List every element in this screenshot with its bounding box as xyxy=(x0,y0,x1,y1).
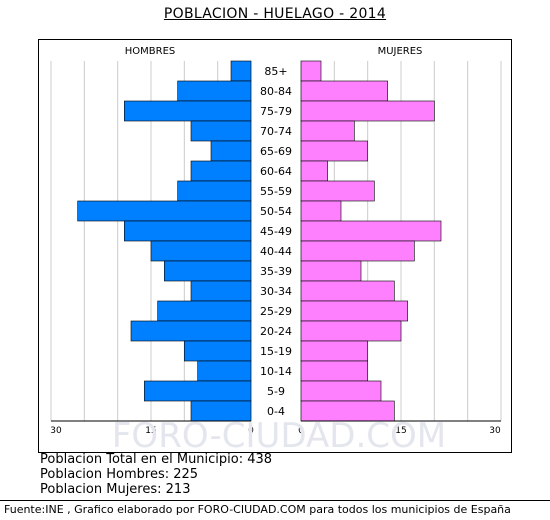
bar-mujeres xyxy=(300,320,402,342)
stat-total: Poblacion Total en el Municipio: 438 xyxy=(40,452,273,467)
x-tick-label-right: 15 xyxy=(395,426,406,436)
bar-mujeres xyxy=(300,140,368,162)
category-label: 10-14 xyxy=(260,365,292,378)
stat-mujeres: Poblacion Mujeres: 213 xyxy=(40,482,191,497)
axes: 30 15 0 0 15 30 xyxy=(50,420,501,436)
bar-mujeres xyxy=(300,340,368,362)
bar-hombres xyxy=(210,140,252,162)
bar-mujeres xyxy=(300,120,355,142)
stat-hombres: Poblacion Hombres: 225 xyxy=(40,467,199,482)
bar-hombres xyxy=(190,160,252,182)
category-label: 45-49 xyxy=(260,225,292,238)
bar-hombres xyxy=(144,380,252,402)
category-label: 70-74 xyxy=(260,125,292,138)
bar-hombres xyxy=(190,280,252,302)
legend-mujeres: MUJERES xyxy=(378,46,423,57)
bar-mujeres xyxy=(300,280,395,302)
category-label: 20-24 xyxy=(260,325,292,338)
bar-hombres xyxy=(177,80,252,102)
bar-mujeres xyxy=(300,220,442,242)
bar-mujeres xyxy=(300,100,435,122)
category-label: 30-34 xyxy=(260,285,292,298)
bar-hombres xyxy=(130,320,252,342)
category-label: 15-19 xyxy=(260,345,292,358)
category-label: 50-54 xyxy=(260,205,292,218)
bar-hombres xyxy=(190,120,252,142)
bar-mujeres xyxy=(300,200,342,222)
footer-divider xyxy=(0,500,550,501)
category-label: 60-64 xyxy=(260,165,292,178)
bar-mujeres xyxy=(300,160,328,182)
category-label: 0-4 xyxy=(267,405,285,418)
category-label: 55-59 xyxy=(260,185,292,198)
population-stats: Poblacion Total en el Municipio: 438 Pob… xyxy=(40,452,272,497)
bar-mujeres xyxy=(300,260,362,282)
x-tick-label-left: 0 xyxy=(248,426,254,436)
bar-mujeres xyxy=(300,80,388,102)
category-label: 75-79 xyxy=(260,105,292,118)
legend-hombres: HOMBRES xyxy=(125,46,176,57)
x-tick-label-left: 30 xyxy=(50,426,62,436)
bar-mujeres xyxy=(300,240,415,262)
bar-hombres xyxy=(164,260,252,282)
category-label: 80-84 xyxy=(260,85,292,98)
chart-panel: 85+ 80-84 75-79 70-74 65-69 60-64 55-59 50-54 45… xyxy=(38,39,512,453)
category-label: 5-9 xyxy=(267,385,285,398)
bar-mujeres xyxy=(300,180,375,202)
bar-hombres xyxy=(77,200,252,222)
footer-source: Fuente:INE , Grafico elaborado por FORO-… xyxy=(4,503,511,516)
bar-mujeres xyxy=(300,300,408,322)
category-labels: 85+ 80-84 75-79 70-74 65-69 60-64 55-59 50-54 45… xyxy=(260,65,292,418)
category-label: 25-29 xyxy=(260,305,292,318)
x-tick-label-right: 0 xyxy=(298,426,304,436)
category-label: 40-44 xyxy=(260,245,292,258)
category-label: 65-69 xyxy=(260,145,292,158)
population-pyramid-chart: 85+ 80-84 75-79 70-74 65-69 60-64 55-59 50-54 45… xyxy=(50,46,502,452)
bars xyxy=(77,60,442,422)
x-tick-label-left: 15 xyxy=(145,426,156,436)
bar-hombres xyxy=(124,100,252,122)
bar-hombres xyxy=(230,60,252,82)
category-label: 85+ xyxy=(264,65,287,78)
watermark: FORO-CIUDAD.COM xyxy=(112,416,446,452)
bar-hombres xyxy=(177,180,252,202)
bar-hombres xyxy=(184,340,252,362)
bar-mujeres xyxy=(300,360,368,382)
bar-mujeres xyxy=(300,380,382,402)
category-label: 35-39 xyxy=(260,265,292,278)
bar-hombres xyxy=(157,300,252,322)
bar-hombres xyxy=(124,220,252,242)
bar-hombres xyxy=(197,360,252,382)
bar-mujeres xyxy=(300,60,322,82)
bar-hombres xyxy=(150,240,252,262)
chart-title: POBLACION - HUELAGO - 2014 xyxy=(163,6,387,22)
x-tick-label-right: 30 xyxy=(489,426,501,436)
